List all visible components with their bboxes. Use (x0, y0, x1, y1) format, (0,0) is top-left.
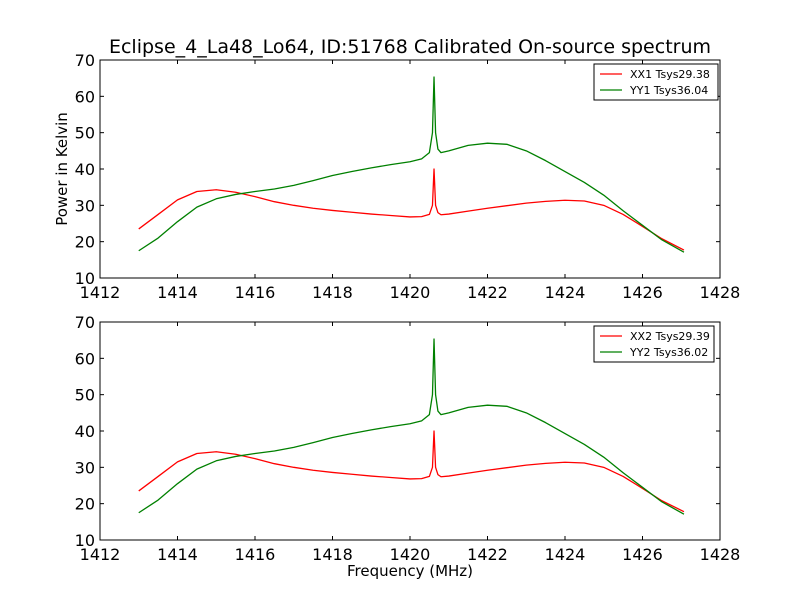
y-tick-label: 40 (75, 422, 95, 441)
x-axis-label: Frequency (MHz) (347, 562, 473, 580)
y-tick-label: 60 (75, 349, 95, 368)
y-tick-label: 30 (75, 196, 95, 215)
x-tick-label: 1424 (545, 283, 586, 302)
x-tick-label: 1412 (80, 545, 121, 564)
series-line-yy2 (138, 338, 685, 515)
x-tick-label: 1422 (467, 545, 508, 564)
legend-label: YY2 Tsys36.02 (629, 346, 708, 359)
x-tick-label: 1426 (622, 545, 663, 564)
legend-label: XX1 Tsys29.38 (630, 68, 710, 81)
series-line-xx1 (138, 168, 685, 251)
bottom-spectrum-panel: 1412 1414 1416 1418 1420 1422 1424 1426 1428 10 20… (75, 313, 741, 564)
legend-box (593, 325, 715, 363)
x-tick-label: 1428 (700, 545, 741, 564)
x-tick-label: 1420 (390, 283, 431, 302)
legend-label: YY1 Tsys36.04 (629, 84, 708, 97)
y-tick-label: 10 (75, 531, 95, 550)
legend-label: XX2 Tsys29.39 (630, 330, 710, 343)
x-tick-label: 1412 (80, 283, 121, 302)
x-tick-label: 1422 (467, 283, 508, 302)
y-tick-label: 30 (75, 458, 95, 477)
x-tick-label: 1418 (312, 545, 353, 564)
y-tick-label: 60 (75, 87, 95, 106)
series-line-xx2 (138, 430, 685, 513)
y-tick-label: 50 (75, 386, 95, 405)
x-tick-label: 1416 (235, 283, 276, 302)
y-tick-label: 20 (75, 495, 95, 514)
y-tick-label: 70 (75, 313, 95, 332)
y-tick-label: 20 (75, 233, 95, 252)
x-tick-label: 1414 (157, 545, 198, 564)
legend: XX1 Tsys29.38 YY1 Tsys36.04 (593, 63, 719, 101)
x-tick-label: 1424 (545, 545, 586, 564)
x-tick-label: 1418 (312, 283, 353, 302)
legend-box (593, 63, 719, 101)
x-tick-label: 1416 (235, 545, 276, 564)
x-tick-label: 1426 (622, 283, 663, 302)
y-tick-label: 50 (75, 124, 95, 143)
chart-title: Eclipse_4_La48_Lo64, ID:51768 Calibrated… (109, 36, 711, 58)
x-tick-label: 1414 (157, 283, 198, 302)
series-line-yy1 (138, 76, 685, 253)
y-axis-label: Power in Kelvin (53, 112, 71, 226)
x-tick-label: 1428 (700, 283, 741, 302)
x-tick-label: 1420 (390, 545, 431, 564)
legend: XX2 Tsys29.39 YY2 Tsys36.02 (593, 325, 715, 363)
y-tick-label: 70 (75, 51, 95, 70)
y-tick-label: 40 (75, 160, 95, 179)
y-tick-label: 10 (75, 269, 95, 288)
top-spectrum-panel: 1412 1414 1416 1418 1420 1422 1424 1426 1428 10 20… (75, 51, 741, 302)
